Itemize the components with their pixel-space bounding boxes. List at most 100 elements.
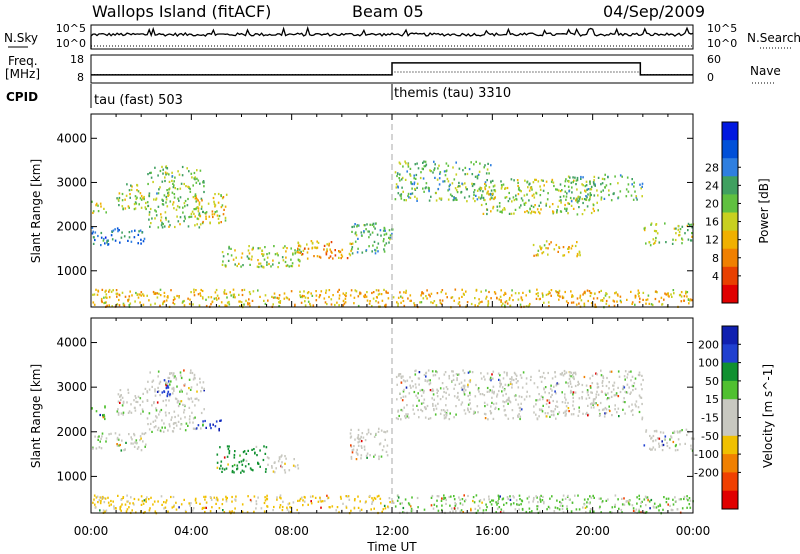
power-echo-cell bbox=[589, 188, 591, 191]
velocity-echo-cell bbox=[533, 382, 536, 385]
velocity-echo-cell bbox=[541, 410, 544, 413]
velocity-echo-cell bbox=[591, 391, 593, 394]
velocity-echo-cell bbox=[505, 392, 507, 396]
velocity-echo-cell bbox=[650, 436, 653, 439]
velocity-echo-cell bbox=[196, 383, 198, 386]
power-echo-cell bbox=[156, 296, 159, 299]
power-echo-cell bbox=[539, 245, 541, 248]
velocity-echo-cell bbox=[569, 380, 572, 383]
power-echo-cell bbox=[92, 293, 94, 296]
power-echo-cell bbox=[571, 244, 574, 247]
velocity-echo-cell bbox=[477, 504, 480, 507]
power-echo-cell bbox=[178, 173, 181, 176]
velocity-echo-cell bbox=[350, 445, 353, 448]
power-echo-cell bbox=[458, 297, 460, 300]
power-echo-cell bbox=[521, 199, 524, 202]
power-echo-cell bbox=[276, 296, 278, 299]
velocity-echo-cell bbox=[532, 498, 535, 501]
velocity-echo-cell bbox=[122, 411, 125, 414]
velocity-echo-cell bbox=[282, 500, 284, 503]
velocity-echo-cell bbox=[634, 377, 637, 380]
power-echo-cell bbox=[550, 180, 553, 183]
velocity-echo-cell bbox=[190, 386, 193, 389]
velocity-echo-cell bbox=[515, 499, 518, 502]
power-echo-cell bbox=[409, 299, 411, 302]
power-echo-cell bbox=[193, 288, 195, 291]
velocity-echo-cell bbox=[428, 383, 431, 386]
power-echo-cell bbox=[490, 297, 492, 300]
power-echo-cell bbox=[349, 294, 352, 297]
velocity-echo-cell bbox=[304, 496, 306, 499]
power-echo-cell bbox=[285, 250, 287, 253]
velocity-echo-cell bbox=[517, 414, 519, 417]
power-echo-cell bbox=[486, 179, 488, 182]
x-tick-label: 12:00 bbox=[375, 524, 410, 538]
power-echo-cell bbox=[590, 292, 593, 295]
power-echo-cell bbox=[198, 304, 201, 307]
power-echo-cell bbox=[421, 292, 423, 295]
velocity-echo-cell bbox=[624, 401, 626, 404]
velocity-echo-cell bbox=[126, 500, 129, 503]
power-echo-cell bbox=[278, 294, 281, 297]
velocity-echo-cell bbox=[242, 451, 245, 454]
power-echo-cell bbox=[475, 194, 477, 197]
velocity-echo-cell bbox=[139, 435, 142, 438]
power-echo-cell bbox=[183, 299, 185, 303]
velocity-echo-cell bbox=[404, 416, 407, 420]
colorbar-tick-label: 15 bbox=[705, 393, 719, 406]
velocity-echo-cell bbox=[674, 449, 677, 452]
velocity-echo-cell bbox=[503, 409, 506, 412]
power-echo-cell bbox=[432, 171, 434, 174]
noise-panel: N.Sky 10^5 10^0 10^5 10^0 N.Search bbox=[4, 22, 800, 50]
power-echo-cell bbox=[133, 208, 136, 211]
velocity-echo-cell bbox=[445, 391, 447, 394]
power-echo-cell bbox=[596, 189, 598, 192]
power-echo-cell bbox=[452, 199, 455, 202]
velocity-echo-cell bbox=[548, 405, 550, 409]
velocity-echo-cell bbox=[490, 503, 493, 506]
noise-left-tick-bottom: 10^0 bbox=[56, 37, 86, 50]
velocity-echo-cell bbox=[214, 425, 217, 428]
power-echo-cell bbox=[655, 236, 657, 240]
power-echo-cell bbox=[377, 250, 379, 253]
power-echo-cell bbox=[584, 185, 587, 188]
power-echo-cell bbox=[640, 187, 642, 190]
power-echo-cell bbox=[303, 247, 306, 250]
power-echo-cell bbox=[373, 225, 375, 228]
power-echo-cell bbox=[589, 180, 591, 183]
power-echo-cell bbox=[353, 225, 355, 228]
velocity-echo-cell bbox=[412, 404, 414, 407]
station-title: Wallops Island (fitACF) bbox=[92, 2, 271, 21]
velocity-echo-cell bbox=[521, 500, 524, 503]
power-echo-cell bbox=[157, 174, 159, 177]
velocity-echo-cell bbox=[442, 409, 445, 412]
velocity-echo-cell bbox=[423, 508, 426, 511]
power-echo-cell bbox=[545, 240, 548, 243]
velocity-echo-cell bbox=[475, 494, 478, 497]
power-echo-cell bbox=[614, 292, 616, 295]
velocity-echo-cell bbox=[417, 377, 420, 380]
velocity-echo-cell bbox=[574, 494, 576, 497]
power-echo-cell bbox=[103, 296, 105, 299]
power-echo-cell bbox=[355, 234, 358, 237]
power-echo-cell bbox=[257, 247, 260, 250]
velocity-echo-cell bbox=[590, 496, 593, 499]
power-echo-cell bbox=[97, 234, 99, 238]
velocity-echo-cell bbox=[124, 503, 127, 506]
velocity-echo-cell bbox=[191, 400, 194, 403]
power-echo-cell bbox=[605, 292, 607, 295]
power-echo-cell bbox=[238, 262, 240, 265]
power-echo-cell bbox=[539, 194, 542, 197]
power-echo-cell bbox=[560, 210, 563, 213]
velocity-echo-cell bbox=[645, 511, 648, 514]
power-echo-cell bbox=[186, 204, 189, 207]
power-echo-cell bbox=[294, 303, 296, 306]
velocity-echo-cell bbox=[233, 453, 236, 457]
velocity-echo-cell bbox=[672, 503, 675, 506]
power-echo-cell bbox=[259, 262, 262, 265]
power-echo-cell bbox=[279, 301, 281, 304]
velocity-echo-cell bbox=[683, 497, 685, 501]
velocity-echo-cell bbox=[103, 415, 106, 418]
velocity-echo-cell bbox=[281, 466, 283, 469]
velocity-echo-cell bbox=[132, 442, 134, 445]
